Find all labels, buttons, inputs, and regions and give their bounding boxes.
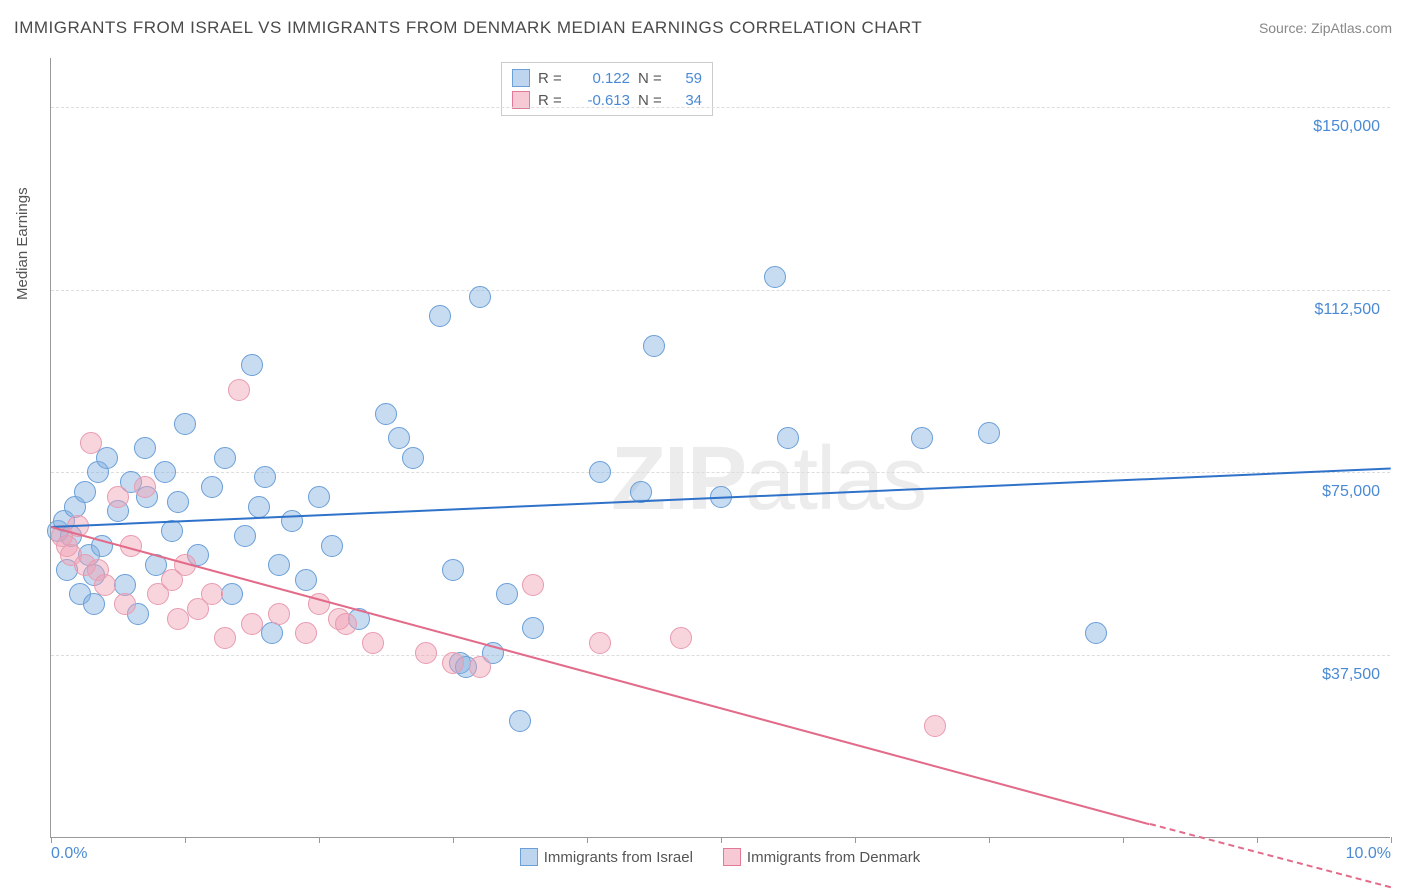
data-point	[911, 427, 933, 449]
data-point	[134, 437, 156, 459]
data-point	[83, 593, 105, 615]
data-point	[241, 613, 263, 635]
data-point	[161, 520, 183, 542]
legend-label: Immigrants from Israel	[544, 849, 693, 866]
x-tick	[989, 837, 990, 843]
data-point	[402, 447, 424, 469]
data-point	[201, 476, 223, 498]
data-point	[522, 574, 544, 596]
data-point	[167, 608, 189, 630]
n-label: N =	[638, 70, 666, 87]
series-legend: Immigrants from Israel Immigrants from De…	[50, 848, 1390, 866]
data-point	[167, 491, 189, 513]
gridline	[51, 655, 1390, 656]
data-point	[80, 432, 102, 454]
x-tick	[855, 837, 856, 843]
data-point	[281, 510, 303, 532]
data-point	[1085, 622, 1107, 644]
data-point	[321, 535, 343, 557]
gridline	[51, 290, 1390, 291]
data-point	[496, 583, 518, 605]
data-point	[154, 461, 176, 483]
stats-legend-box: R =0.122N =59R =-0.613N =34	[501, 62, 713, 116]
y-tick-label: $75,000	[1322, 483, 1380, 501]
n-value: 59	[674, 70, 702, 87]
x-tick	[185, 837, 186, 843]
series-swatch	[723, 848, 741, 866]
data-point	[74, 481, 96, 503]
data-point	[375, 403, 397, 425]
y-tick-label: $37,500	[1322, 666, 1380, 684]
legend-item: Immigrants from Israel	[520, 848, 693, 866]
x-tick	[51, 837, 52, 843]
data-point	[362, 632, 384, 654]
x-tick	[319, 837, 320, 843]
legend-label: Immigrants from Denmark	[747, 849, 920, 866]
r-label: R =	[538, 70, 566, 87]
data-point	[94, 574, 116, 596]
x-tick	[1123, 837, 1124, 843]
data-point	[268, 554, 290, 576]
gridline	[51, 472, 1390, 473]
x-tick	[721, 837, 722, 843]
data-point	[429, 305, 451, 327]
data-point	[114, 593, 136, 615]
data-point	[777, 427, 799, 449]
source-link[interactable]: ZipAtlas.com	[1311, 20, 1392, 36]
x-tick	[1257, 837, 1258, 843]
data-point	[221, 583, 243, 605]
data-point	[670, 627, 692, 649]
data-point	[214, 627, 236, 649]
data-point	[308, 486, 330, 508]
watermark: ZIPatlas	[611, 428, 925, 531]
data-point	[254, 466, 276, 488]
data-point	[469, 286, 491, 308]
gridline	[51, 107, 1390, 108]
data-point	[134, 476, 156, 498]
series-swatch	[512, 69, 530, 87]
data-point	[268, 603, 290, 625]
data-point	[589, 632, 611, 654]
data-point	[228, 379, 250, 401]
trend-line	[51, 526, 1150, 825]
data-point	[764, 266, 786, 288]
y-axis-label: Median Earnings	[14, 187, 31, 300]
data-point	[248, 496, 270, 518]
data-point	[442, 559, 464, 581]
series-swatch	[520, 848, 538, 866]
stats-row: R = 0.122 N = 59	[512, 67, 702, 89]
data-point	[295, 569, 317, 591]
data-point	[442, 652, 464, 674]
data-point	[469, 656, 491, 678]
data-point	[234, 525, 256, 547]
data-point	[201, 583, 223, 605]
data-point	[107, 486, 129, 508]
data-point	[241, 354, 263, 376]
scatter-plot: ZIPatlas R =0.122N =59R =-0.613N =34 $37…	[50, 58, 1390, 838]
data-point	[589, 461, 611, 483]
data-point	[509, 710, 531, 732]
data-point	[214, 447, 236, 469]
x-tick	[1391, 837, 1392, 843]
data-point	[335, 613, 357, 635]
data-point	[978, 422, 1000, 444]
legend-item: Immigrants from Denmark	[723, 848, 920, 866]
data-point	[643, 335, 665, 357]
data-point	[415, 642, 437, 664]
data-point	[388, 427, 410, 449]
data-point	[174, 413, 196, 435]
data-point	[924, 715, 946, 737]
x-tick	[587, 837, 588, 843]
data-point	[261, 622, 283, 644]
data-point	[295, 622, 317, 644]
chart-title: IMMIGRANTS FROM ISRAEL VS IMMIGRANTS FRO…	[14, 18, 922, 38]
x-tick	[453, 837, 454, 843]
y-tick-label: $112,500	[1314, 301, 1380, 319]
source-label: Source: ZipAtlas.com	[1259, 20, 1392, 36]
data-point	[522, 617, 544, 639]
r-value: 0.122	[574, 70, 630, 87]
y-tick-label: $150,000	[1313, 118, 1380, 136]
